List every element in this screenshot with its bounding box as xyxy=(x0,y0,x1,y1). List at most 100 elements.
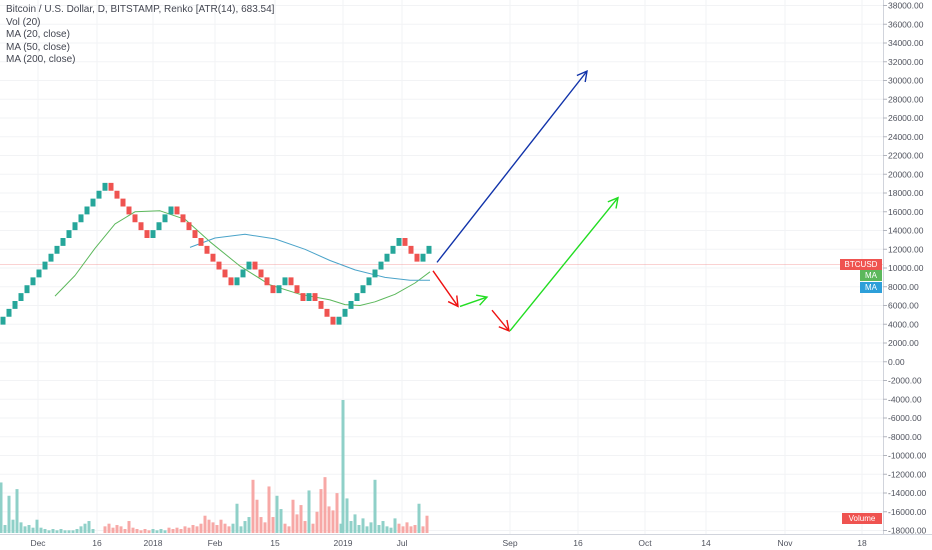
volume-badge: Volume xyxy=(842,513,882,524)
x-tick-label: 14 xyxy=(701,538,711,548)
volume-bar xyxy=(127,521,131,533)
renko-brick-down xyxy=(414,253,420,262)
renko-brick-up xyxy=(384,253,390,262)
arrow-head xyxy=(498,319,510,332)
volume-bar xyxy=(369,522,373,533)
volume-bar xyxy=(279,509,283,533)
y-tick-label: -18000.00 xyxy=(888,526,927,536)
volume-bar xyxy=(47,530,51,533)
volume-bar xyxy=(107,523,111,533)
x-tick-label: Jul xyxy=(397,538,408,548)
renko-brick-down xyxy=(258,269,264,278)
renko-brick-up xyxy=(390,245,396,254)
x-tick-label: 18 xyxy=(857,538,867,548)
volume-bar xyxy=(91,529,95,533)
y-tick-label: -14000.00 xyxy=(888,488,927,498)
renko-brick-down xyxy=(228,277,234,286)
volume-bar xyxy=(259,517,263,533)
renko-brick-up xyxy=(18,293,24,301)
volume-bar xyxy=(19,522,23,533)
volume-bar xyxy=(251,479,255,533)
volume-bar xyxy=(303,521,307,533)
y-tick-label: 30000.00 xyxy=(888,76,924,86)
renko-brick-up xyxy=(90,198,96,207)
ma-line-green xyxy=(54,210,431,306)
renko-brick-up xyxy=(36,269,42,278)
renko-brick-up xyxy=(78,214,84,223)
volume-bar xyxy=(43,529,47,533)
renko-brick-down xyxy=(264,277,270,286)
renko-brick-up xyxy=(96,190,102,199)
renko-brick-down xyxy=(174,206,180,215)
y-tick-label: -2000.00 xyxy=(888,376,922,386)
arrow-line xyxy=(436,70,588,263)
volume-bar xyxy=(0,482,3,533)
renko-brick-up xyxy=(102,182,108,191)
renko-brick-up xyxy=(66,230,72,238)
chart-legend: Bitcoin / U.S. Dollar, D, BITSTAMP, Renk… xyxy=(6,4,274,67)
legend-volume[interactable]: Vol (20) xyxy=(6,16,41,28)
renko-brick-down xyxy=(300,293,306,301)
renko-brick-down xyxy=(222,269,228,278)
volume-bar xyxy=(55,530,59,533)
renko-brick-up xyxy=(30,277,36,286)
volume-bar xyxy=(143,529,147,533)
volume-bar xyxy=(135,529,139,533)
y-tick-label: 24000.00 xyxy=(888,132,924,142)
volume-bar xyxy=(307,490,311,533)
legend-ma-200[interactable]: MA (200, close) xyxy=(6,54,76,65)
volume-bar xyxy=(175,527,179,533)
renko-brick-up xyxy=(306,293,312,301)
volume-bar xyxy=(349,521,353,533)
volume-bar xyxy=(35,519,39,533)
y-tick-label: 36000.00 xyxy=(888,19,924,29)
volume-bar xyxy=(243,521,247,533)
renko-brick-up xyxy=(354,293,360,301)
y-tick-label: 16000.00 xyxy=(888,207,924,217)
time-axis[interactable]: Dec 16 2018 Feb 15 2019 Jul Sep 16 Oct 14 Nov 18 xyxy=(30,538,867,548)
legend-ma-50[interactable]: MA (50, close) xyxy=(6,41,70,53)
legend-symbol-title[interactable]: Bitcoin / U.S. Dollar, D, BITSTAMP, Renk… xyxy=(6,4,275,15)
renko-brick-up xyxy=(42,261,48,270)
renko-brick-up xyxy=(240,269,246,278)
renko-brick-down xyxy=(114,190,120,199)
renko-brick-up xyxy=(378,261,384,270)
renko-brick-down xyxy=(294,285,300,294)
volume-bar xyxy=(239,526,243,533)
volume-bar xyxy=(425,515,429,533)
x-tick-label: Feb xyxy=(208,538,223,548)
volume-bar xyxy=(377,525,381,533)
renko-brick-down xyxy=(192,230,198,238)
arrow-head xyxy=(447,295,459,308)
arrow-head xyxy=(476,294,489,306)
renko-brick-down xyxy=(408,245,414,254)
renko-brick-up xyxy=(234,277,240,286)
renko-brick-up xyxy=(420,253,426,262)
volume-bar xyxy=(331,510,335,533)
volume-bar xyxy=(263,522,267,533)
volume-bar xyxy=(235,503,239,533)
price-axis[interactable]: 38000.00 36000.00 34000.00 32000.00 30000.00… xyxy=(883,1,927,536)
y-tick-label: 2000.00 xyxy=(888,338,919,348)
volume-bar xyxy=(339,523,343,533)
volume-bar xyxy=(51,529,55,533)
renko-brick-down xyxy=(330,316,336,325)
renko-brick-up xyxy=(84,206,90,215)
volume-bar xyxy=(179,529,183,533)
renko-brick-up xyxy=(162,214,168,223)
renko-brick-down xyxy=(324,308,330,317)
volume-bar xyxy=(115,525,119,533)
volume-bar xyxy=(323,477,327,533)
volume-bar xyxy=(401,526,405,533)
renko-brick-up xyxy=(246,261,252,270)
volume-bar xyxy=(159,529,163,533)
volume-bar xyxy=(23,526,27,533)
y-tick-label: 26000.00 xyxy=(888,113,924,123)
legend-ma-20[interactable]: MA (20, close) xyxy=(6,29,70,40)
volume-bar xyxy=(295,514,299,533)
volume-bar xyxy=(211,522,215,533)
renko-brick-up xyxy=(12,301,18,309)
volume-bar xyxy=(59,529,63,533)
renko-brick-up xyxy=(60,238,66,246)
